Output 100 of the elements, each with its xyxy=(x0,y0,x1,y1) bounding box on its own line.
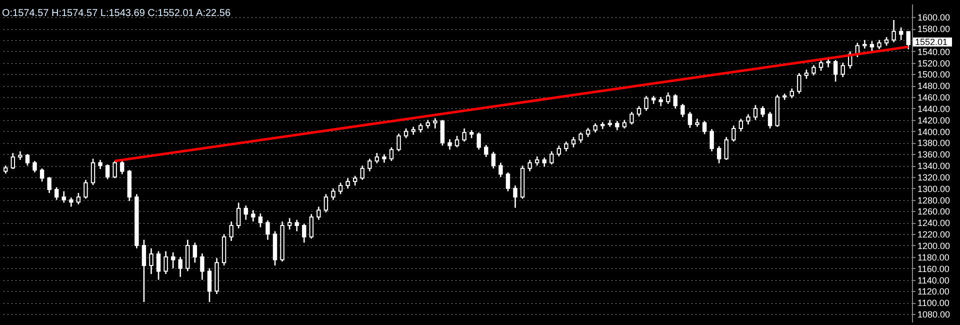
candlestick xyxy=(32,160,37,174)
candlestick xyxy=(258,212,263,228)
candlestick xyxy=(797,72,802,94)
candlestick xyxy=(368,158,372,172)
y-tick-label: 1100.00 xyxy=(918,298,950,308)
candlestick xyxy=(840,62,845,78)
y-tick-label: 1420.00 xyxy=(918,115,950,126)
y-tick-label: 1460.00 xyxy=(918,92,950,103)
candlestick xyxy=(294,219,299,232)
candlestick xyxy=(550,150,554,166)
candlestick xyxy=(790,88,794,99)
candlestick xyxy=(207,268,212,303)
candlestick xyxy=(702,120,707,135)
y-tick-label: 1240.00 xyxy=(918,218,950,228)
candlestick xyxy=(534,156,540,166)
candlestick xyxy=(156,250,161,280)
candlestick xyxy=(287,217,292,230)
candlestick xyxy=(877,39,882,50)
candlestick xyxy=(724,136,728,161)
candlestick xyxy=(164,250,168,275)
candlestick xyxy=(316,206,321,220)
candlestick xyxy=(688,111,692,129)
candlestick xyxy=(440,119,445,146)
candlestick xyxy=(236,202,241,230)
candlestick xyxy=(870,40,874,52)
candlestick xyxy=(658,96,663,107)
candlestick xyxy=(710,128,714,152)
y-tick-label: 1520.00 xyxy=(918,58,950,68)
candlestick xyxy=(244,204,248,220)
y-tick-label: 1180.00 xyxy=(918,252,950,262)
candlestick xyxy=(491,151,496,170)
y-tick-label: 1280.00 xyxy=(918,195,950,206)
candlestick xyxy=(484,144,488,158)
candlestick xyxy=(346,177,350,190)
y-tick-label: 1320.00 xyxy=(918,172,950,182)
y-tick-label: 1080.00 xyxy=(918,310,950,320)
y-tick-label: 1400.00 xyxy=(918,126,950,137)
candlestick xyxy=(200,252,204,280)
candlestick xyxy=(578,132,583,144)
candlestick xyxy=(142,239,146,303)
candlestick xyxy=(62,190,66,204)
candlestick xyxy=(680,103,685,118)
candlestick xyxy=(374,152,380,164)
candlestick xyxy=(448,138,452,150)
candlestick xyxy=(556,144,562,158)
candlestick xyxy=(760,106,765,118)
candlestick xyxy=(90,158,96,186)
candlestick xyxy=(389,146,394,162)
candlestick xyxy=(564,140,568,152)
y-tick-label: 1580.00 xyxy=(918,24,950,34)
candlestick xyxy=(98,159,102,170)
candlestick xyxy=(40,168,44,182)
candlestick xyxy=(266,220,270,240)
candlestick xyxy=(352,175,358,186)
candlestick xyxy=(192,242,198,264)
chart-title: O:1574.57 H:1574.57 L:1543.69 C:1552.01 A:22.56 xyxy=(2,8,231,19)
candlestick xyxy=(433,118,438,130)
y-tick-label: 1220.00 xyxy=(918,230,950,240)
y-tick-label: 1500.00 xyxy=(918,70,950,80)
candlestick xyxy=(10,152,16,170)
candlestick xyxy=(892,19,896,43)
candlestick xyxy=(732,124,736,142)
y-tick-label: 1360.00 xyxy=(918,150,950,160)
candlestick xyxy=(396,132,401,152)
candlestick xyxy=(746,114,750,126)
y-tick-label: 1600.00 xyxy=(918,12,950,23)
candlestick xyxy=(229,220,234,242)
candlestick xyxy=(833,59,838,82)
candlestick xyxy=(898,26,904,41)
candlestick xyxy=(149,248,154,275)
candlestick xyxy=(418,122,423,134)
candlestick xyxy=(84,179,88,200)
candlestick xyxy=(186,239,190,272)
candlestick xyxy=(476,132,481,150)
candlestick xyxy=(309,213,314,240)
y-tick-label: 1160.00 xyxy=(918,264,950,274)
candlestick xyxy=(76,192,81,206)
candlestick xyxy=(462,128,466,142)
candlestick xyxy=(630,111,634,126)
candlestick xyxy=(404,128,408,139)
candlestick xyxy=(498,162,503,178)
candlestick xyxy=(47,176,52,194)
y-tick-label: 1120.00 xyxy=(918,286,950,297)
candlestick xyxy=(673,94,678,110)
candlestick xyxy=(360,164,364,180)
candlestick xyxy=(105,164,110,180)
candlestick xyxy=(906,31,910,50)
candlestick xyxy=(593,122,598,134)
y-tick-label: 1380.00 xyxy=(918,138,950,148)
candlestick xyxy=(666,92,670,105)
candlestick xyxy=(506,172,510,192)
candlestick xyxy=(753,104,758,121)
y-tick-label: 1260.00 xyxy=(918,206,950,217)
candlestick xyxy=(112,160,117,179)
candlestick xyxy=(636,106,642,118)
candlestick xyxy=(571,136,576,148)
y-tick-label: 1540.00 xyxy=(918,46,950,57)
candlestick xyxy=(170,252,176,269)
y-tick-label: 1480.00 xyxy=(918,81,950,92)
candlestick xyxy=(324,193,328,214)
